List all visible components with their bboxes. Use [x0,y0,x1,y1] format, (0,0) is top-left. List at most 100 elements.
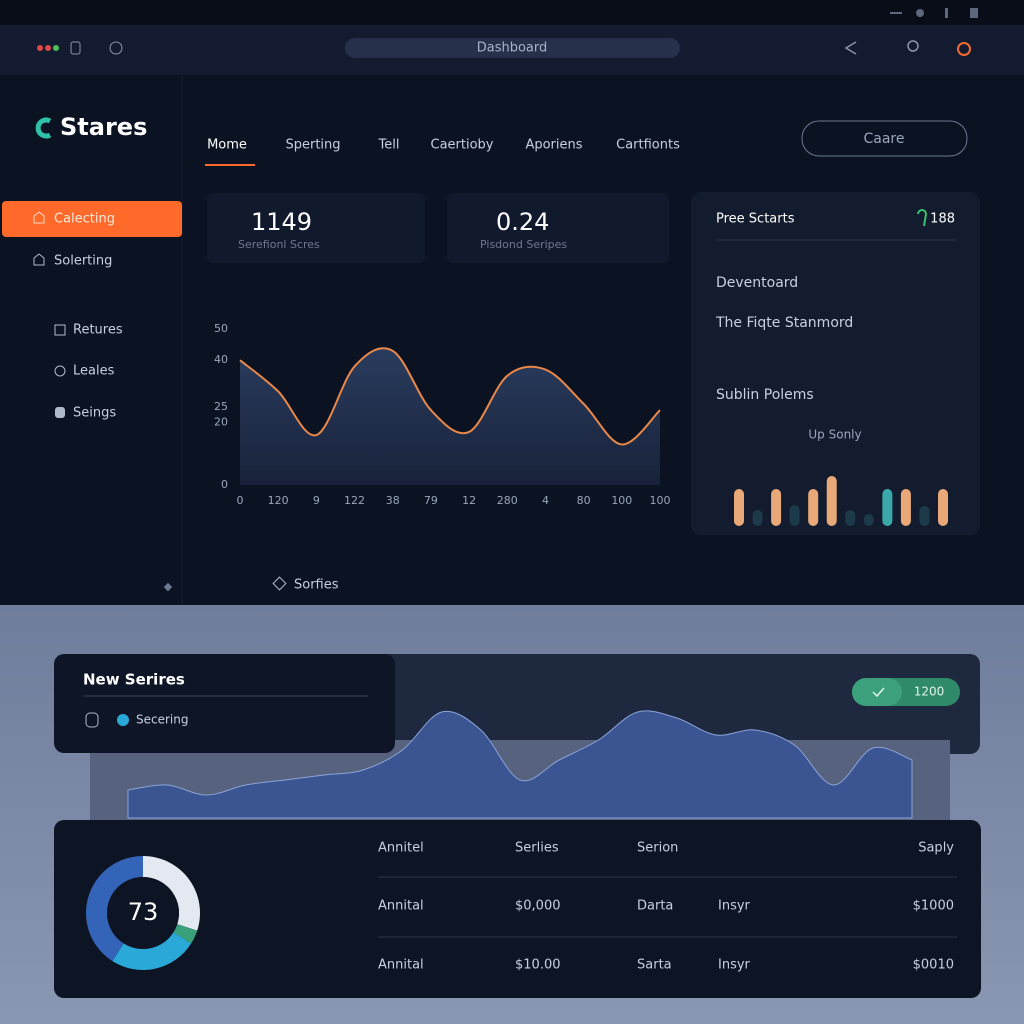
table-cell: $0,000 [515,899,561,914]
y-tick-label: 50 [214,322,228,335]
table-cell: Annital [378,958,424,973]
bar [938,489,948,526]
table-header: Serion [637,841,678,856]
user-icon[interactable] [957,42,971,56]
table-header: Saply [918,841,954,856]
stat-label: Pisdond Seripes [480,238,567,251]
donut-segment [86,856,143,962]
table-cell: Darta [637,899,673,914]
tab[interactable]: Mome [207,138,247,153]
check-icon [872,687,885,698]
x-tick-label: 100 [650,494,671,507]
button[interactable] [801,120,968,157]
area-line [239,347,661,446]
tab[interactable]: Sperting [285,138,340,153]
system-bar [0,0,1024,25]
menu-item[interactable]: Seings [73,406,116,421]
legend-label: Sorfies [294,578,339,593]
donut-segment [143,856,200,931]
panel-title: Pree Sctarts [716,212,795,227]
nav-item[interactable]: Solerting [54,254,112,269]
panel-item[interactable]: Deventoard [716,275,798,291]
chart-panel [370,654,980,754]
logo [35,117,52,139]
icon[interactable] [109,41,123,55]
x-tick-label: 0 [237,494,244,507]
menu-icon [54,324,66,336]
tab[interactable]: Aporiens [525,138,582,153]
x-tick-label: 9 [313,494,320,507]
nav-active[interactable] [2,201,182,237]
bar [882,489,893,526]
dot [45,45,51,51]
panel-badge: 188 [930,212,955,227]
stat-card [207,193,425,263]
table-cell: Sarta [637,958,672,973]
donut-value: 73 [128,898,159,926]
tab-underline [205,164,255,166]
option-icon[interactable] [85,712,99,728]
tab[interactable]: Cartfionts [616,138,680,153]
nav-item[interactable]: Calecting [54,212,115,227]
stat-value: 0.24 [496,208,549,236]
menu-item[interactable]: Retures [73,323,123,338]
y-tick-label: 25 [214,400,228,413]
table-cell: Insyr [718,958,751,973]
series-card [54,654,395,753]
x-tick-label: 80 [577,494,591,507]
y-tick-label: 40 [214,353,228,366]
area-fill [240,348,660,485]
y-tick-label: 20 [214,416,228,429]
x-tick-label: 79 [424,494,438,507]
button-label[interactable]: Caare [864,131,905,147]
stat-value: 1149 [251,208,312,236]
table-header: Serlies [515,841,559,856]
menu-icon [54,365,66,377]
table-cell: $0010 [913,958,954,973]
y-tick-label: 0 [221,478,228,491]
bar [789,505,800,526]
system-icons [890,8,978,18]
share-icon[interactable] [844,41,857,55]
nav-icon [33,253,45,266]
x-tick-label: 120 [268,494,289,507]
x-tick-label: 280 [497,494,518,507]
table-cell: $1000 [913,899,954,914]
panel-item[interactable]: The Fiqte Stanmord [715,315,853,331]
panel-item[interactable]: Sublin Polems [716,387,814,403]
table-header: Annitel [378,841,424,856]
table-cell: $10.00 [515,958,561,973]
dot [37,45,43,51]
legend-icon [272,576,287,591]
tab[interactable]: Caertioby [431,138,494,153]
series-card-title: New Serires [83,671,185,689]
menu-item[interactable]: Leales [73,364,115,379]
brand: Stares [60,113,147,141]
nav-icon [33,211,45,224]
x-tick-label: 122 [344,494,365,507]
area [127,710,913,819]
bar [752,510,763,526]
icon[interactable] [70,41,81,55]
x-tick-label: 100 [611,494,632,507]
search-bar[interactable] [345,38,680,58]
bar [826,476,837,526]
sidebar-toggle[interactable]: ◆ [164,580,173,593]
x-tick-label: 12 [462,494,476,507]
menu-icon [55,407,65,418]
pill-value: 1200 [914,685,945,699]
donut-hole [107,877,179,949]
tab[interactable]: Tell [378,138,400,153]
search-icon[interactable] [907,40,919,52]
option-radio[interactable] [117,714,129,726]
badge-icon [917,209,928,227]
stat-card [447,193,669,263]
bar [808,489,819,526]
series-option[interactable]: Secering [136,713,188,727]
dot [53,45,59,51]
stat-label: Serefionl Scres [238,238,320,251]
bar [771,489,782,526]
x-tick-label: 38 [386,494,400,507]
pill-left [852,678,902,706]
